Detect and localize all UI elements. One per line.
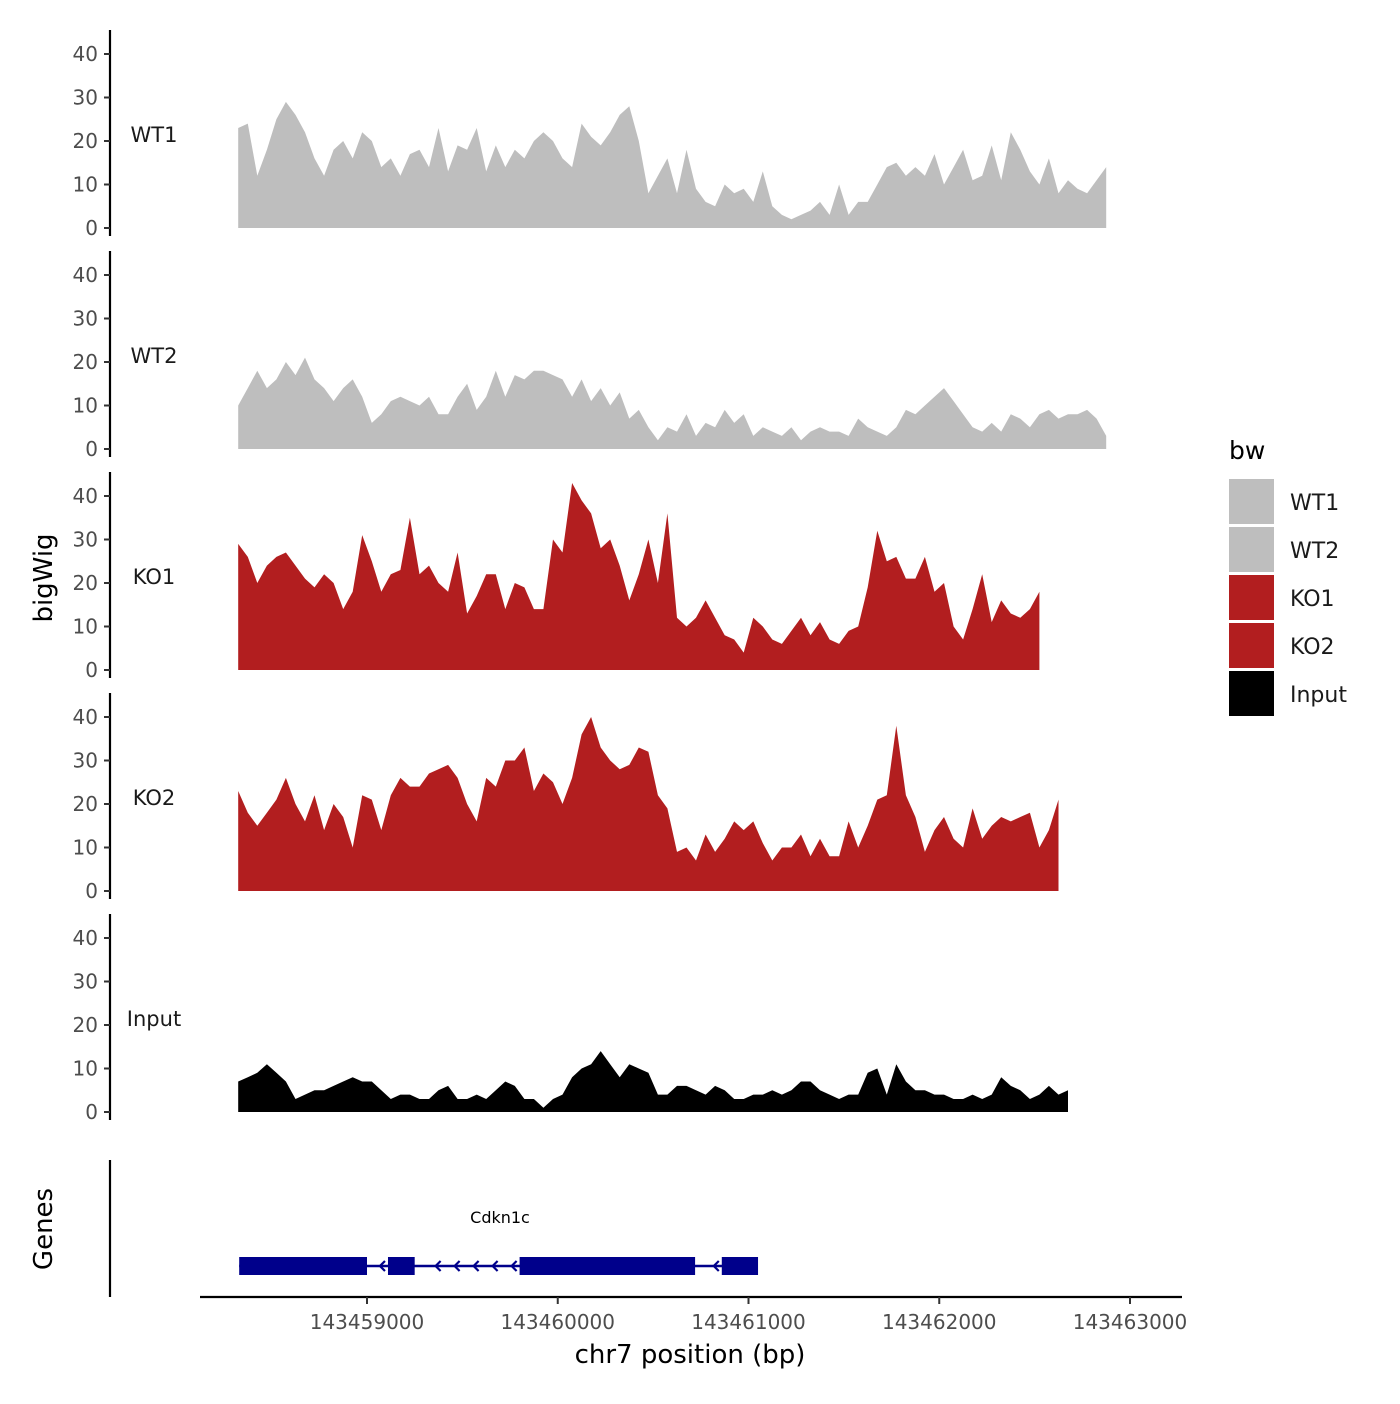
legend-key-input [1229,671,1274,716]
x-tick-label: 143462000 [882,1310,997,1334]
y-tick-label: 0 [85,879,98,903]
y-tick-label: 10 [73,394,98,418]
y-tick-label: 30 [73,86,98,110]
gene-name-label: Cdkn1c [470,1208,530,1227]
y-tick-label: 10 [73,615,98,639]
track-label: WT1 [131,123,178,147]
strand-arrow [434,1260,442,1272]
y-tick-label: 10 [73,1057,98,1081]
y-tick-label: 20 [73,1013,98,1037]
legend-label-ko2: KO2 [1290,635,1335,660]
track-label: Input [127,1007,181,1031]
x-tick-label: 143461000 [691,1310,806,1334]
legend-key-ko2 [1229,623,1274,668]
signal-tracks: 0 10 20 30 40 WT1 0 10 20 30 40 WT2 0 10 20 30 40 KO1 0 10 2… [73,30,1107,1124]
track-ko1: 0 10 20 30 40 KO1 [73,472,1040,682]
legend-key-ko1 [1229,575,1274,620]
strand-arrow [472,1260,480,1272]
y-tick-label: 20 [73,792,98,816]
y-tick-label: 0 [85,437,98,461]
strand-arrow [712,1260,720,1272]
y-tick-label: 0 [85,216,98,240]
track-ko2: 0 10 20 30 40 KO2 [73,693,1059,903]
y-tick-label: 40 [73,705,98,729]
track-label: WT2 [131,344,178,368]
legend-label-wt1: WT1 [1290,491,1339,516]
area-ko2 [238,717,1059,891]
gene-exon [387,1257,415,1275]
y-axis-title: bigWig [29,533,59,622]
y-tick-label: 10 [73,836,98,860]
gene-exon [239,1257,367,1275]
area-wt1 [238,101,1107,228]
legend-label-input: Input [1290,683,1347,708]
y-tick-label: 0 [85,658,98,682]
strand-arrow [378,1260,386,1272]
legend-label-ko1: KO1 [1290,587,1335,612]
y-tick-label: 40 [73,42,98,66]
x-tick-label: 143460000 [500,1310,615,1334]
strand-arrow [510,1260,518,1272]
y-tick-label: 40 [73,484,98,508]
y-tick-label: 30 [73,528,98,552]
y-tick-label: 40 [73,926,98,950]
y-tick-label: 20 [73,350,98,374]
legend-label-wt2: WT2 [1290,539,1339,564]
strand-arrow [491,1260,499,1272]
y-tick-label: 30 [73,970,98,994]
gene-exon [721,1257,759,1275]
area-input [238,1051,1068,1112]
legend-key-wt2 [1229,527,1274,572]
legend: WT1 WT2 KO1 KO2 Input [1229,479,1347,716]
y-tick-label: 40 [73,263,98,287]
x-tick-label: 143459000 [310,1310,425,1334]
gene-exon [519,1257,696,1275]
x-axis: 143459000 143460000 143461000 143462000 1434… [200,1295,1188,1334]
y-tick-label: 30 [73,307,98,331]
y-tick-label: 0 [85,1100,98,1124]
track-wt1: 0 10 20 30 40 WT1 [73,30,1107,240]
y-tick-label: 10 [73,173,98,197]
y-tick-label: 20 [73,129,98,153]
track-label: KO1 [133,565,176,589]
gene-track: Cdkn1c [108,1160,759,1297]
area-ko1 [238,483,1040,670]
track-input: 0 10 20 30 40 Input [73,914,1068,1124]
x-tick-label: 143463000 [1073,1310,1188,1334]
legend-key-wt1 [1229,479,1274,524]
track-wt2: 0 10 20 30 40 WT2 [73,251,1107,461]
track-label: KO2 [133,786,176,810]
strand-arrow [453,1260,461,1272]
y-tick-label: 30 [73,749,98,773]
y-tick-label: 20 [73,571,98,595]
area-wt2 [238,357,1107,449]
legend-title: bw [1229,436,1265,465]
x-axis-title: chr7 position (bp) [575,1340,806,1370]
genes-axis-title: Genes [29,1188,59,1270]
